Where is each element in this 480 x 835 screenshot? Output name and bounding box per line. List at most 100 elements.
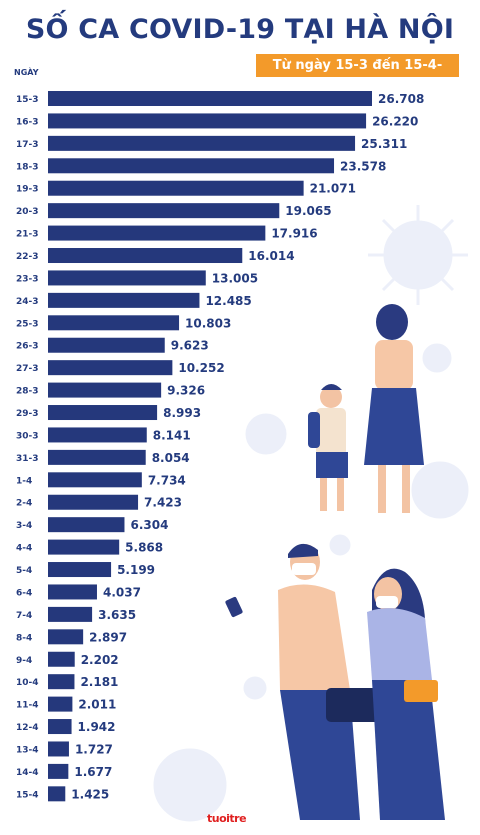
value-label: 25.311 [361,137,407,151]
woman-figure-2 [367,568,445,820]
value-label: 13.005 [212,271,258,285]
category-label: 31-3 [16,454,39,464]
category-label: 6-4 [16,588,32,598]
value-label: 2.897 [89,630,127,644]
value-label: 19.065 [285,204,331,218]
y-axis-label: NGÀY [14,68,39,77]
category-label: 16-3 [16,117,39,127]
bar [48,135,356,151]
bar [48,472,142,488]
man-figure [225,543,380,820]
value-label: 8.993 [163,406,201,420]
category-label: 15-4 [16,790,39,800]
value-label: 23.578 [340,159,386,173]
bar [48,584,97,600]
value-label: 1.677 [74,765,112,779]
value-label: 17.916 [271,227,317,241]
child-figure [308,384,348,511]
category-label: 26-3 [16,342,39,352]
category-label: 30-3 [16,431,39,441]
bar [48,405,158,421]
value-label: 2.181 [80,675,118,689]
tuoitre-logo: tuoitre [207,812,247,825]
value-label: 2.202 [81,653,119,667]
bar [48,225,266,241]
category-label: 4-4 [16,544,32,554]
bar [48,606,93,622]
category-label: 1-4 [16,476,32,486]
value-label: 8.141 [153,428,191,442]
bar [48,449,146,465]
value-label: 1.727 [75,742,113,756]
value-label: 5.868 [125,541,163,555]
category-label: 18-3 [16,162,39,172]
bar [48,629,84,645]
bar [48,248,243,264]
bar [48,91,372,106]
value-label: 16.014 [248,249,294,263]
category-label: 14-4 [16,768,39,778]
bar [48,360,173,376]
value-label: 8.054 [152,451,190,465]
bar [48,719,72,735]
bar [48,517,125,533]
value-label: 6.304 [130,518,168,532]
category-label: 29-3 [16,409,39,419]
value-label: 12.485 [205,294,251,308]
category-label: 27-3 [16,364,39,374]
category-label: 24-3 [16,297,39,307]
category-label: 15-3 [16,95,39,105]
bar [48,674,75,690]
category-label: 23-3 [16,274,39,284]
value-label: 21.071 [310,182,356,196]
category-label: 13-4 [16,745,39,755]
bar [48,292,200,308]
bar [48,539,120,555]
bar [48,382,162,398]
category-label: 17-3 [16,140,39,150]
category-label: 8-4 [16,633,32,643]
category-label: 11-4 [16,701,39,711]
value-label: 9.623 [171,339,209,353]
category-label: 22-3 [16,252,39,262]
bar [48,158,335,174]
value-label: 5.199 [117,563,155,577]
value-label: 1.942 [78,720,116,734]
bar [48,113,367,129]
value-label: 10.252 [178,361,224,375]
bar [48,270,206,286]
value-label: 3.635 [98,608,136,622]
category-label: 10-4 [16,678,39,688]
category-label: 3-4 [16,521,32,531]
bar [48,203,280,219]
bar [48,315,180,331]
date-range-badge: Từ ngày 15-3 đến 15-4-2022 [256,54,459,96]
bar [48,337,165,353]
category-label: 28-3 [16,387,39,397]
bar [48,180,304,196]
category-label: 25-3 [16,319,39,329]
value-label: 1.425 [71,787,109,801]
page-title: SỐ CA COVID-19 TẠI HÀ NỘI [25,14,455,45]
bar [48,651,75,667]
woman-figure [364,304,424,513]
value-label: 10.803 [185,316,231,330]
value-label: 26.220 [372,114,418,128]
bar [48,741,69,757]
bar [48,786,66,802]
value-label: 7.423 [144,496,182,510]
category-label: 12-4 [16,723,39,733]
bar [48,763,69,779]
value-label: 26.708 [378,92,424,106]
category-label: 19-3 [16,185,39,195]
bar [48,427,147,443]
category-label: 2-4 [16,499,32,509]
bar [48,494,139,510]
bar [48,562,112,578]
bar [48,696,73,712]
value-label: 7.734 [148,473,186,487]
category-label: 9-4 [16,656,32,666]
category-label: 20-3 [16,207,39,217]
